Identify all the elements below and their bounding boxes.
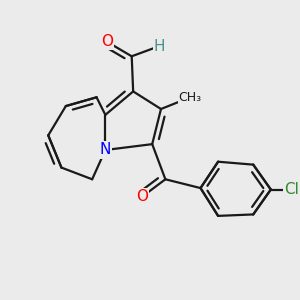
Text: O: O: [101, 34, 113, 49]
Text: H: H: [154, 38, 165, 53]
Text: O: O: [136, 189, 148, 204]
Text: N: N: [100, 142, 111, 158]
Text: CH₃: CH₃: [179, 91, 202, 104]
Text: Cl: Cl: [284, 182, 299, 197]
